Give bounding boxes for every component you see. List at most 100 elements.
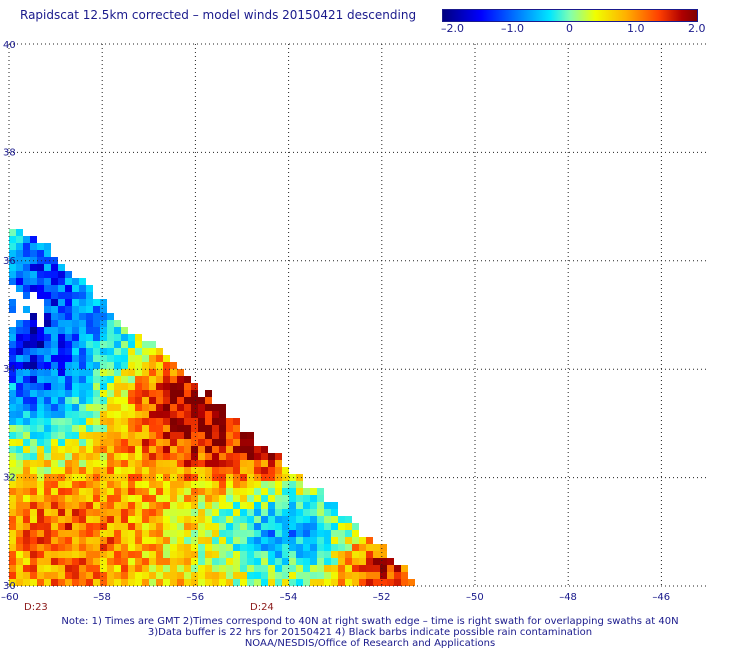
heatmap-cell — [247, 439, 254, 446]
heatmap-cell — [100, 467, 107, 474]
heatmap-cell — [9, 439, 16, 446]
heatmap-cell — [310, 509, 317, 516]
heatmap-cell — [51, 544, 58, 551]
heatmap-cell — [226, 495, 233, 502]
heatmap-cell — [163, 446, 170, 453]
heatmap-cell — [191, 572, 198, 579]
heatmap-cell — [156, 481, 163, 488]
heatmap-cell — [359, 544, 366, 551]
heatmap-cell — [44, 495, 51, 502]
heatmap-cell — [79, 390, 86, 397]
heatmap-cell — [149, 439, 156, 446]
heatmap-cell — [44, 502, 51, 509]
heatmap-cell — [114, 369, 121, 376]
heatmap-cell — [310, 523, 317, 530]
heatmap-cell — [170, 383, 177, 390]
heatmap-cell — [100, 537, 107, 544]
heatmap-cell — [142, 495, 149, 502]
heatmap-cell — [16, 418, 23, 425]
heatmap-cell — [135, 446, 142, 453]
heatmap-cell — [128, 481, 135, 488]
heatmap-cell — [184, 488, 191, 495]
heatmap-cell — [380, 572, 387, 579]
heatmap-cell — [156, 544, 163, 551]
heatmap-cell — [177, 425, 184, 432]
heatmap-cell — [142, 453, 149, 460]
heatmap-cell — [72, 523, 79, 530]
heatmap-cell — [254, 446, 261, 453]
heatmap-cell — [93, 334, 100, 341]
heatmap-cell — [310, 544, 317, 551]
heatmap-cell — [114, 355, 121, 362]
heatmap-cell — [331, 537, 338, 544]
heatmap-cell — [37, 460, 44, 467]
heatmap-cell — [107, 453, 114, 460]
heatmap-cell — [310, 516, 317, 523]
heatmap-cell — [387, 565, 394, 572]
heatmap-cell — [93, 397, 100, 404]
heatmap-cell — [303, 509, 310, 516]
heatmap-cell — [177, 460, 184, 467]
heatmap-cell — [30, 425, 37, 432]
heatmap-cell — [198, 404, 205, 411]
heatmap-cell — [23, 579, 30, 586]
heatmap-cell — [380, 565, 387, 572]
heatmap-cell — [268, 551, 275, 558]
heatmap-cell — [65, 446, 72, 453]
heatmap-cell — [44, 565, 51, 572]
heatmap-cell — [44, 488, 51, 495]
heatmap-cell — [240, 558, 247, 565]
heatmap-cell — [198, 509, 205, 516]
heatmap-cell — [37, 341, 44, 348]
heatmap-cell — [30, 481, 37, 488]
heatmap-cell — [310, 579, 317, 586]
heatmap-cell — [219, 460, 226, 467]
heatmap-cell — [44, 376, 51, 383]
heatmap-cell — [9, 383, 16, 390]
heatmap-cell — [219, 481, 226, 488]
heatmap-cell — [37, 481, 44, 488]
heatmap-cell — [135, 488, 142, 495]
heatmap-cell — [373, 551, 380, 558]
heatmap-cell — [65, 453, 72, 460]
heatmap-cell — [135, 453, 142, 460]
heatmap-cell — [128, 551, 135, 558]
heatmap-cell — [135, 509, 142, 516]
heatmap-cell — [135, 537, 142, 544]
heatmap-cell — [135, 516, 142, 523]
heatmap-cell — [331, 516, 338, 523]
heatmap-cell — [226, 425, 233, 432]
heatmap-cell — [100, 383, 107, 390]
heatmap-cell — [135, 579, 142, 586]
heatmap-cell — [128, 390, 135, 397]
heatmap-cell — [30, 565, 37, 572]
heatmap-cell — [275, 516, 282, 523]
heatmap-cell — [212, 439, 219, 446]
heatmap-cell — [9, 369, 16, 376]
heatmap-cell — [121, 390, 128, 397]
heatmap-cell — [44, 320, 51, 327]
heatmap-cell — [65, 327, 72, 334]
heatmap-cell — [149, 495, 156, 502]
heatmap-cell — [58, 572, 65, 579]
heatmap-cell — [65, 418, 72, 425]
heatmap-cell — [156, 390, 163, 397]
heatmap-cell — [352, 551, 359, 558]
heatmap-cell — [156, 425, 163, 432]
heatmap-cell — [37, 348, 44, 355]
heatmap-cell — [37, 572, 44, 579]
heatmap-cell — [156, 362, 163, 369]
heatmap-cell — [51, 439, 58, 446]
heatmap-cell — [9, 257, 16, 264]
y-tick-label: 30 — [3, 581, 16, 592]
heatmap-cell — [30, 390, 37, 397]
heatmap-cell — [289, 558, 296, 565]
heatmap-cell — [198, 481, 205, 488]
heatmap-cell — [261, 558, 268, 565]
heatmap-cell — [128, 411, 135, 418]
heatmap-cell — [142, 537, 149, 544]
heatmap-cell — [275, 453, 282, 460]
heatmap-cell — [170, 481, 177, 488]
heatmap-cell — [79, 530, 86, 537]
heatmap-cell — [226, 488, 233, 495]
